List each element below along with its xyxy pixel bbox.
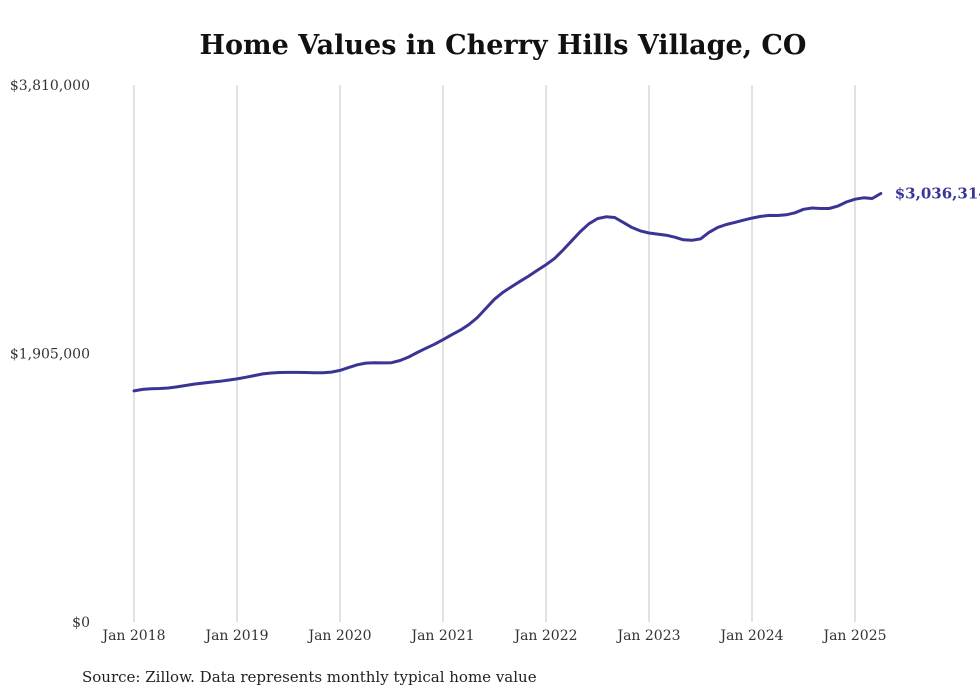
y-tick-label: $1,905,000 (10, 347, 90, 363)
x-tick-label: Jan 2019 (203, 628, 268, 644)
x-tick-label: Jan 2024 (718, 628, 783, 644)
x-tick-label: Jan 2025 (821, 628, 886, 644)
x-tick-label: Jan 2021 (409, 628, 474, 644)
y-tick-label: $3,810,000 (10, 78, 90, 94)
x-tick-label: Jan 2018 (100, 628, 165, 644)
latest-value-label: $3,036,314 (895, 185, 980, 203)
y-tick-label: $0 (72, 615, 90, 631)
vertical-gridlines (133, 85, 856, 622)
home-value-series-line (132, 192, 883, 393)
y-axis-tick-labels: $0 $1,905,000 $3,810,000 (10, 78, 90, 631)
chart-title: Home Values in Cherry Hills Village, CO (199, 30, 807, 61)
x-tick-label: Jan 2020 (306, 628, 371, 644)
x-axis-tick-labels: Jan 2018 Jan 2019 Jan 2020 Jan 2021 Jan 2022… (100, 628, 886, 644)
source-note: Source: Zillow. Data represents monthly … (82, 668, 537, 686)
x-tick-label: Jan 2022 (512, 628, 577, 644)
x-tick-label: Jan 2023 (615, 628, 680, 644)
